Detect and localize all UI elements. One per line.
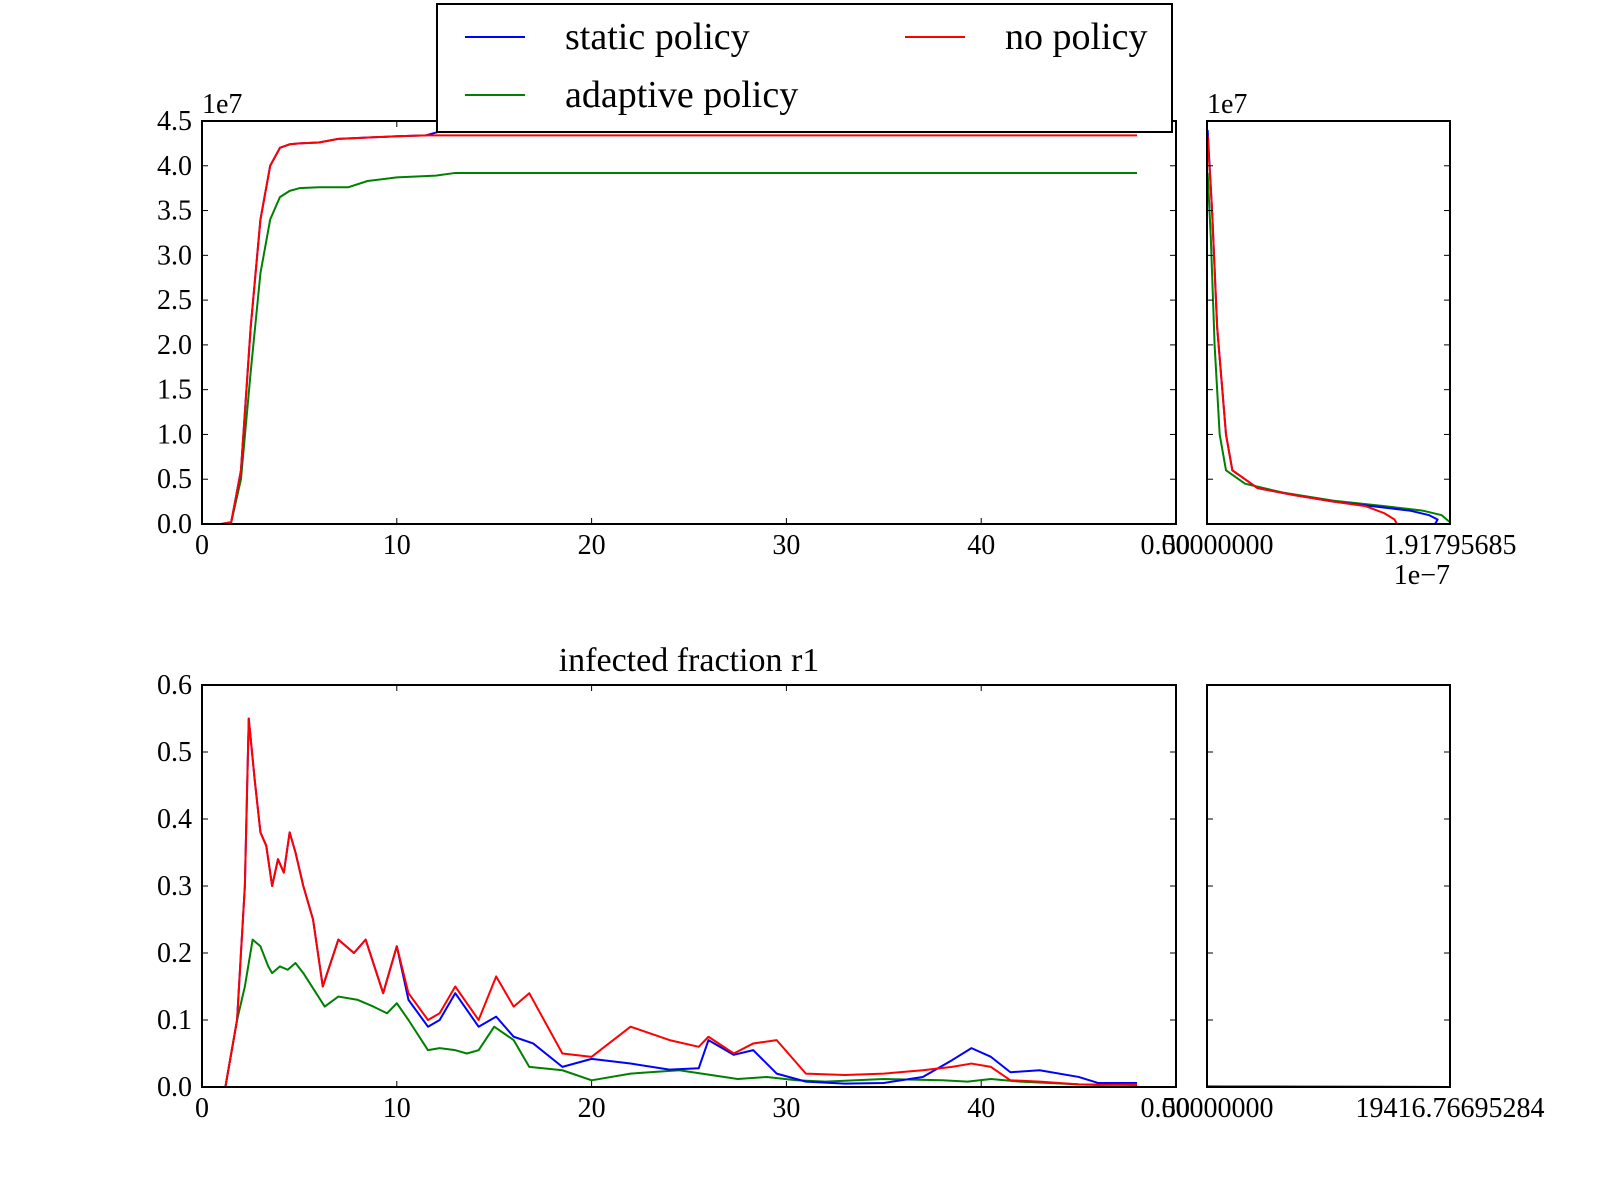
- plot-frame: [201, 120, 1177, 525]
- x-offset-label: 1e−7: [1394, 560, 1450, 591]
- x-tick-label: 40: [967, 1093, 995, 1124]
- chart-title: infected fraction r1: [559, 642, 820, 679]
- y-offset-label: 1e7: [1207, 89, 1247, 120]
- series-line-no-policy: [1207, 135, 1398, 524]
- x-tick-label: 40: [967, 530, 995, 561]
- series-line-static-policy: [202, 717, 1138, 1087]
- legend-label-no-policy: no policy: [1005, 16, 1147, 58]
- series-line-adaptive-policy: [202, 171, 1138, 524]
- y-tick-label: 0.0: [157, 509, 192, 540]
- chart-panel-2: [201, 684, 1177, 1088]
- y-tick-label: 2.0: [157, 330, 192, 361]
- legend-frame: [436, 3, 1173, 133]
- x-tick-label: 0: [195, 1093, 209, 1124]
- x-tick-label: 0.00000000: [1141, 530, 1274, 561]
- y-tick-label: 0.5: [157, 737, 192, 768]
- plot-frame: [201, 684, 1177, 1088]
- chart-panel-1: [1206, 120, 1451, 525]
- x-tick-label: 30: [772, 1093, 800, 1124]
- x-tick-label: 0: [195, 530, 209, 561]
- x-tick-label: 19416.76695284: [1356, 1093, 1545, 1124]
- series-line-adaptive-policy: [202, 938, 1138, 1087]
- legend-label-adaptive-policy: adaptive policy: [565, 74, 798, 116]
- x-tick-label: 50: [1162, 1093, 1190, 1124]
- plot-frame: [1206, 120, 1451, 525]
- y-tick-label: 1.0: [157, 419, 192, 450]
- series-group: [202, 717, 1138, 1087]
- y-tick-label: 0.3: [157, 871, 192, 902]
- x-tick-label: 30: [772, 530, 800, 561]
- y-tick-label: 0.5: [157, 464, 192, 495]
- series-line-static-policy: [202, 128, 1138, 524]
- series-line-no-policy: [202, 134, 1138, 524]
- y-tick-label: 4.0: [157, 151, 192, 182]
- series-line-no-policy: [202, 717, 1138, 1087]
- y-tick-label: 0.6: [157, 670, 192, 701]
- x-tick-label: 20: [578, 1093, 606, 1124]
- y-tick-label: 2.5: [157, 285, 192, 316]
- y-tick-label: 0.4: [157, 804, 192, 835]
- plot-frame: [1206, 684, 1451, 1088]
- series-group: [1207, 129, 1450, 524]
- y-tick-label: 3.5: [157, 196, 192, 227]
- series-group: [202, 128, 1138, 524]
- y-tick-label: 0.0: [157, 1072, 192, 1103]
- y-offset-label: 1e7: [202, 89, 242, 120]
- series-line-adaptive-policy: [1207, 172, 1450, 523]
- y-tick-label: 3.0: [157, 240, 192, 271]
- y-tick-label: 1.5: [157, 375, 192, 406]
- x-tick-label: 50: [1162, 530, 1190, 561]
- x-tick-label: 0.00000000: [1141, 1093, 1274, 1124]
- series-line-static-policy: [1207, 129, 1439, 524]
- legend-label-static-policy: static policy: [565, 16, 750, 58]
- chart-panel-0: [201, 120, 1177, 525]
- y-tick-label: 0.2: [157, 938, 192, 969]
- chart-panel-3: [1206, 684, 1451, 1088]
- y-tick-label: 0.1: [157, 1005, 192, 1036]
- legend: static policy no policy adaptive policy: [436, 3, 1173, 133]
- y-tick-label: 4.5: [157, 106, 192, 137]
- x-tick-label: 10: [383, 1093, 411, 1124]
- x-tick-label: 10: [383, 530, 411, 561]
- x-tick-label: 1.91795685: [1384, 530, 1517, 561]
- x-tick-label: 20: [578, 530, 606, 561]
